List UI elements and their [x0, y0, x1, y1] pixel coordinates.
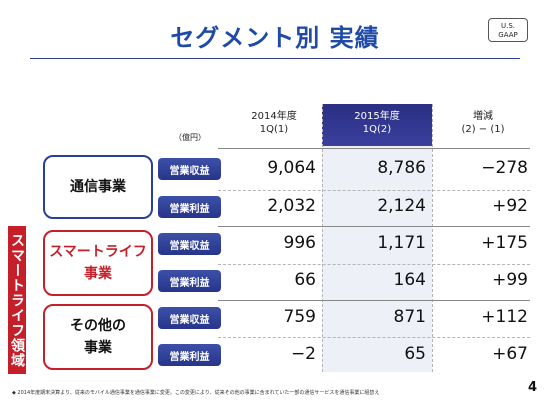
unit-label: （億円）	[174, 133, 206, 142]
value-diff: +67	[492, 344, 528, 364]
row-label-revenue: 営業収益	[158, 158, 221, 180]
value-diff: +92	[492, 196, 528, 216]
value-2015: 65	[404, 344, 426, 364]
grid-hline	[218, 190, 530, 191]
section-rule	[218, 226, 530, 227]
row-label-revenue: 営業収益	[158, 233, 221, 255]
page-number: 4	[528, 380, 538, 395]
row-label-profit: 営業利益	[158, 270, 221, 292]
column-header-2014-quarter: 1Q(1)	[259, 124, 289, 135]
gaap-badge-line1: U.S.	[500, 22, 516, 30]
segment-smart-life-name-line2: 事業	[84, 266, 112, 282]
row-label-revenue: 営業収益	[158, 307, 221, 329]
value-2014: 2,032	[267, 196, 316, 216]
header-rule	[218, 148, 530, 149]
page-title: セグメント別 実績	[170, 24, 380, 52]
value-2014: 9,064	[267, 158, 316, 178]
grid-vline	[432, 104, 433, 372]
grid-hline	[218, 264, 530, 265]
value-2015: 1,171	[377, 233, 426, 253]
gaap-badge-line2: GAAP	[498, 31, 518, 39]
value-2014: 996	[283, 233, 316, 253]
column-header-2015-year: 2015年度	[354, 111, 400, 122]
column-header-diff: 増減 (2) − (1)	[440, 110, 526, 136]
value-2015: 164	[393, 270, 426, 290]
segment-other-name-line1: その他の	[70, 318, 126, 334]
segment-telecom-name: 通信事業	[70, 179, 126, 195]
segment-smart-life-name-line1: スマートライフ	[49, 244, 147, 260]
value-2014: −2	[290, 344, 316, 364]
segment-telecom: 通信事業	[43, 155, 153, 219]
section-rule	[218, 300, 530, 301]
value-2015: 8,786	[377, 158, 426, 178]
value-diff: +99	[492, 270, 528, 290]
row-label-profit: 営業利益	[158, 344, 221, 366]
row-label-profit: 営業利益	[158, 196, 221, 218]
value-diff: +175	[481, 233, 528, 253]
gaap-badge: U.S. GAAP	[488, 18, 528, 42]
segment-other: その他の 事業	[43, 304, 153, 370]
value-2014: 759	[283, 307, 316, 327]
column-header-2015: 2015年度 1Q(2)	[322, 104, 432, 146]
column-header-2014: 2014年度 1Q(1)	[228, 110, 320, 136]
value-diff: −278	[481, 158, 528, 178]
footnote: ◆ 2014年度期末決算より、従来のモバイル通信事業を通信事業に変更。この変更に…	[12, 390, 380, 396]
segment-other-name-line2: 事業	[84, 340, 112, 356]
column-header-diff-label: 増減	[473, 111, 493, 122]
value-2015: 2,124	[377, 196, 426, 216]
grid-hline	[218, 337, 530, 338]
value-2014: 66	[294, 270, 316, 290]
column-header-2015-quarter: 1Q(2)	[362, 124, 392, 135]
title-rule	[30, 58, 520, 59]
grid-vline	[322, 104, 323, 372]
segment-smart-life: スマートライフ 事業	[43, 230, 153, 296]
value-2015: 871	[393, 307, 426, 327]
column-header-2014-year: 2014年度	[251, 111, 297, 122]
smart-life-domain-label: スマートライフ領域	[8, 226, 26, 374]
column-header-diff-formula: (2) − (1)	[461, 124, 505, 135]
value-diff: +112	[481, 307, 528, 327]
